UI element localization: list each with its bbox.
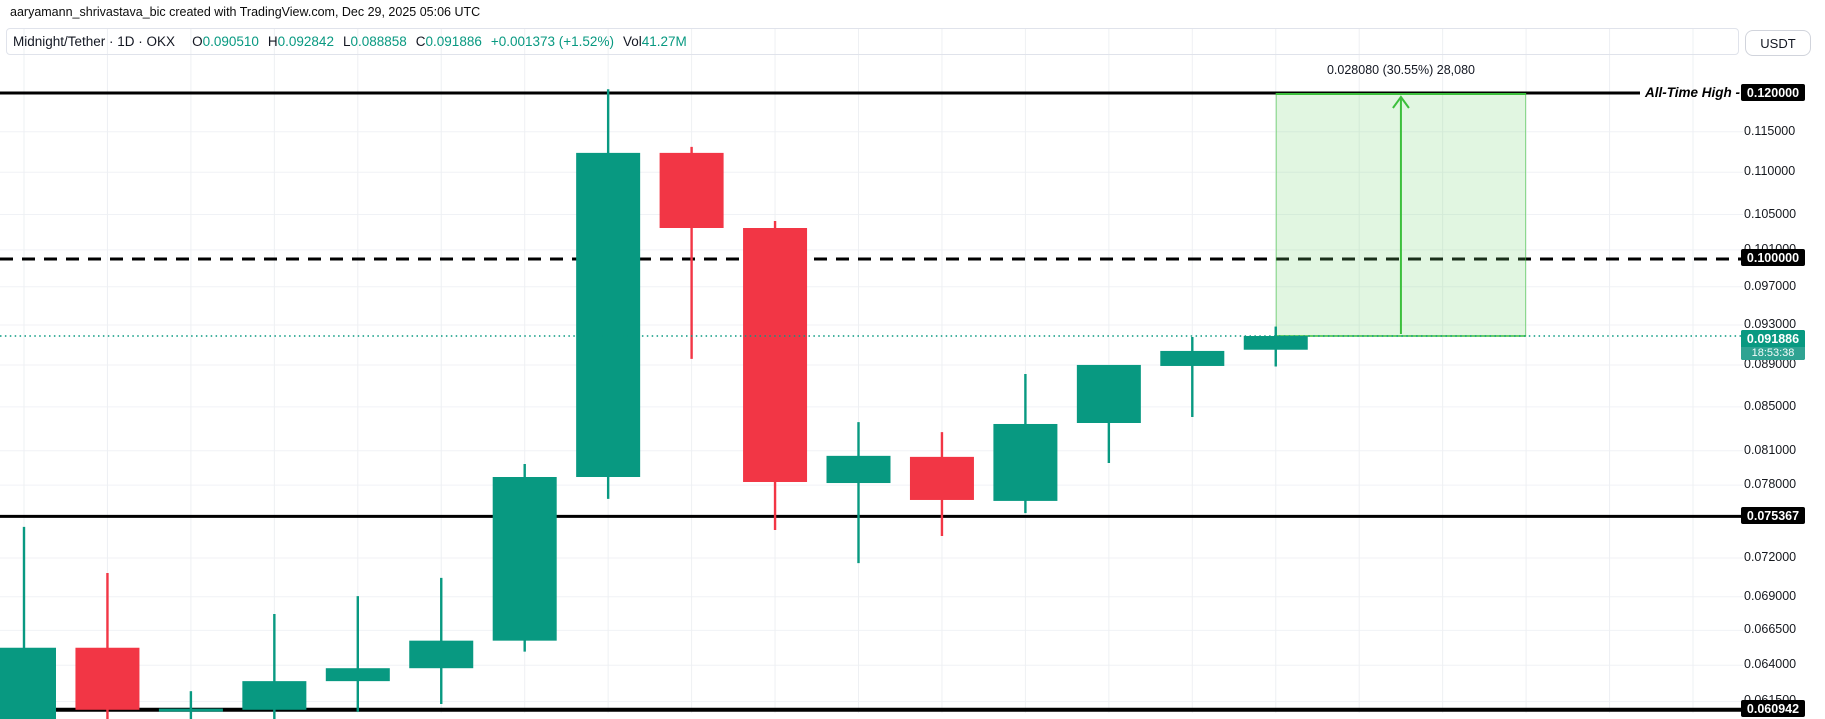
current-price-value: 0.091886 xyxy=(1741,329,1805,347)
price-axis-tick: 0.115000 xyxy=(1744,123,1796,138)
price-axis-tick: 0.078000 xyxy=(1744,477,1797,492)
candle-body-up xyxy=(0,647,56,719)
volume-label: Vol xyxy=(622,34,642,49)
price-level-badge: 0.075367 xyxy=(1741,506,1805,524)
candle-body-up xyxy=(1243,335,1308,350)
price-axis-tick: 0.066500 xyxy=(1744,622,1797,637)
volume-readout: Vol 41.27M xyxy=(623,34,687,49)
candle-body-down xyxy=(909,456,974,500)
ohlc-pair-c: C 0.091886 xyxy=(415,34,482,49)
all-time-high-label[interactable]: All-Time High - xyxy=(1644,85,1740,100)
candle-body-down xyxy=(75,647,140,710)
candle-body-up xyxy=(492,477,557,641)
ohlc-pair-o: O 0.090510 xyxy=(192,34,259,49)
candle-body-up xyxy=(826,455,891,484)
price-change: +0.001373 (+1.52%) xyxy=(490,34,614,49)
measurement-readout[interactable]: 0.028080 (30.55%) 28,080 xyxy=(1326,63,1476,77)
candle-body-up xyxy=(242,681,307,710)
price-axis-tick: 0.097000 xyxy=(1744,278,1797,293)
symbol-title[interactable]: Midnight/Tether · 1D · OKX xyxy=(13,34,176,49)
currency-toggle-button[interactable]: USDT xyxy=(1745,30,1811,56)
price-axis-tick: 0.105000 xyxy=(1744,206,1797,221)
current-price-badge: 0.091886 18:53:38 xyxy=(1741,329,1805,360)
price-axis-tick: 0.064000 xyxy=(1744,657,1797,672)
candle-body-up xyxy=(576,152,641,478)
price-axis-tick: 0.081000 xyxy=(1744,442,1797,457)
measurement-arrow-head xyxy=(1392,95,1410,109)
volume-value: 41.27M xyxy=(641,34,687,49)
candle-body-up xyxy=(1160,350,1225,366)
price-axis-tick: 0.072000 xyxy=(1744,549,1797,564)
candle-body-up xyxy=(1076,364,1141,424)
price-axis-tick: 0.110000 xyxy=(1744,164,1796,179)
candle-body-up xyxy=(158,708,223,712)
ohlc-pair-l: L 0.088858 xyxy=(342,34,407,49)
ohlc-pair-h: H 0.092842 xyxy=(267,34,334,49)
candle-body-down xyxy=(743,228,808,482)
price-level-badge: 0.060942 xyxy=(1741,700,1805,718)
price-axis-tick: 0.085000 xyxy=(1744,398,1797,413)
candle-body-up xyxy=(409,640,474,669)
candle-body-up xyxy=(993,423,1058,501)
price-level-badge: 0.100000 xyxy=(1741,249,1805,267)
candle-body-up xyxy=(325,668,390,682)
bar-countdown-timer: 18:53:38 xyxy=(1741,346,1805,360)
ohlc-values: O 0.090510 H 0.092842 L 0.088858 C 0.091886 xyxy=(192,34,482,49)
price-level-badge: 0.120000 xyxy=(1741,83,1805,101)
price-axis-tick: 0.069000 xyxy=(1744,588,1797,603)
symbol-legend: Midnight/Tether · 1D · OKX O 0.090510 H 0.0… xyxy=(6,28,1739,55)
candle-body-down xyxy=(659,152,724,229)
price-axis-tick: 0.093000 xyxy=(1744,317,1797,332)
attribution-text: aaryamann_shrivastava_bic created with T… xyxy=(10,5,481,19)
price-axis-tick: 0.089000 xyxy=(1744,357,1797,372)
